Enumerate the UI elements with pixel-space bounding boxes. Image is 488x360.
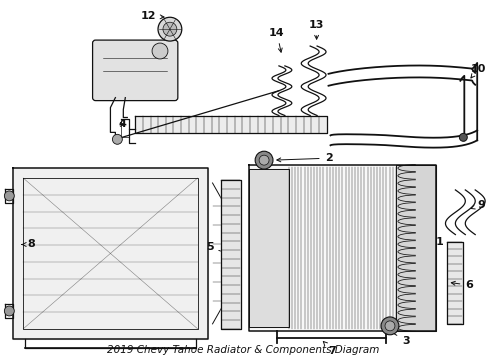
- Text: 1: 1: [399, 237, 443, 258]
- Circle shape: [4, 306, 14, 316]
- Circle shape: [158, 17, 182, 41]
- Text: 11: 11: [91, 44, 106, 60]
- Circle shape: [163, 22, 177, 36]
- Circle shape: [384, 321, 394, 331]
- Polygon shape: [249, 169, 288, 327]
- Circle shape: [380, 317, 398, 335]
- Polygon shape: [13, 168, 207, 339]
- Polygon shape: [249, 165, 435, 331]
- Circle shape: [112, 134, 122, 144]
- Text: 4: 4: [118, 120, 126, 130]
- Circle shape: [4, 191, 14, 201]
- Circle shape: [255, 151, 272, 169]
- Text: 2019 Chevy Tahoe Radiator & Components Diagram: 2019 Chevy Tahoe Radiator & Components D…: [107, 345, 379, 355]
- Text: 12: 12: [140, 11, 164, 21]
- Text: 13: 13: [308, 20, 324, 39]
- Polygon shape: [135, 116, 326, 133]
- Text: 10: 10: [469, 64, 485, 78]
- Polygon shape: [395, 165, 435, 331]
- Text: 2: 2: [276, 153, 332, 163]
- Circle shape: [458, 133, 467, 141]
- FancyBboxPatch shape: [92, 40, 178, 100]
- Polygon shape: [221, 180, 241, 329]
- Text: 3: 3: [384, 328, 409, 346]
- Text: 7: 7: [323, 342, 336, 356]
- Polygon shape: [447, 242, 462, 324]
- Text: 14: 14: [268, 28, 284, 52]
- Text: 5: 5: [205, 243, 227, 254]
- Circle shape: [259, 155, 268, 165]
- Text: 6: 6: [450, 280, 472, 290]
- Circle shape: [152, 43, 167, 59]
- Text: 8: 8: [21, 239, 35, 249]
- Text: 9: 9: [470, 200, 484, 210]
